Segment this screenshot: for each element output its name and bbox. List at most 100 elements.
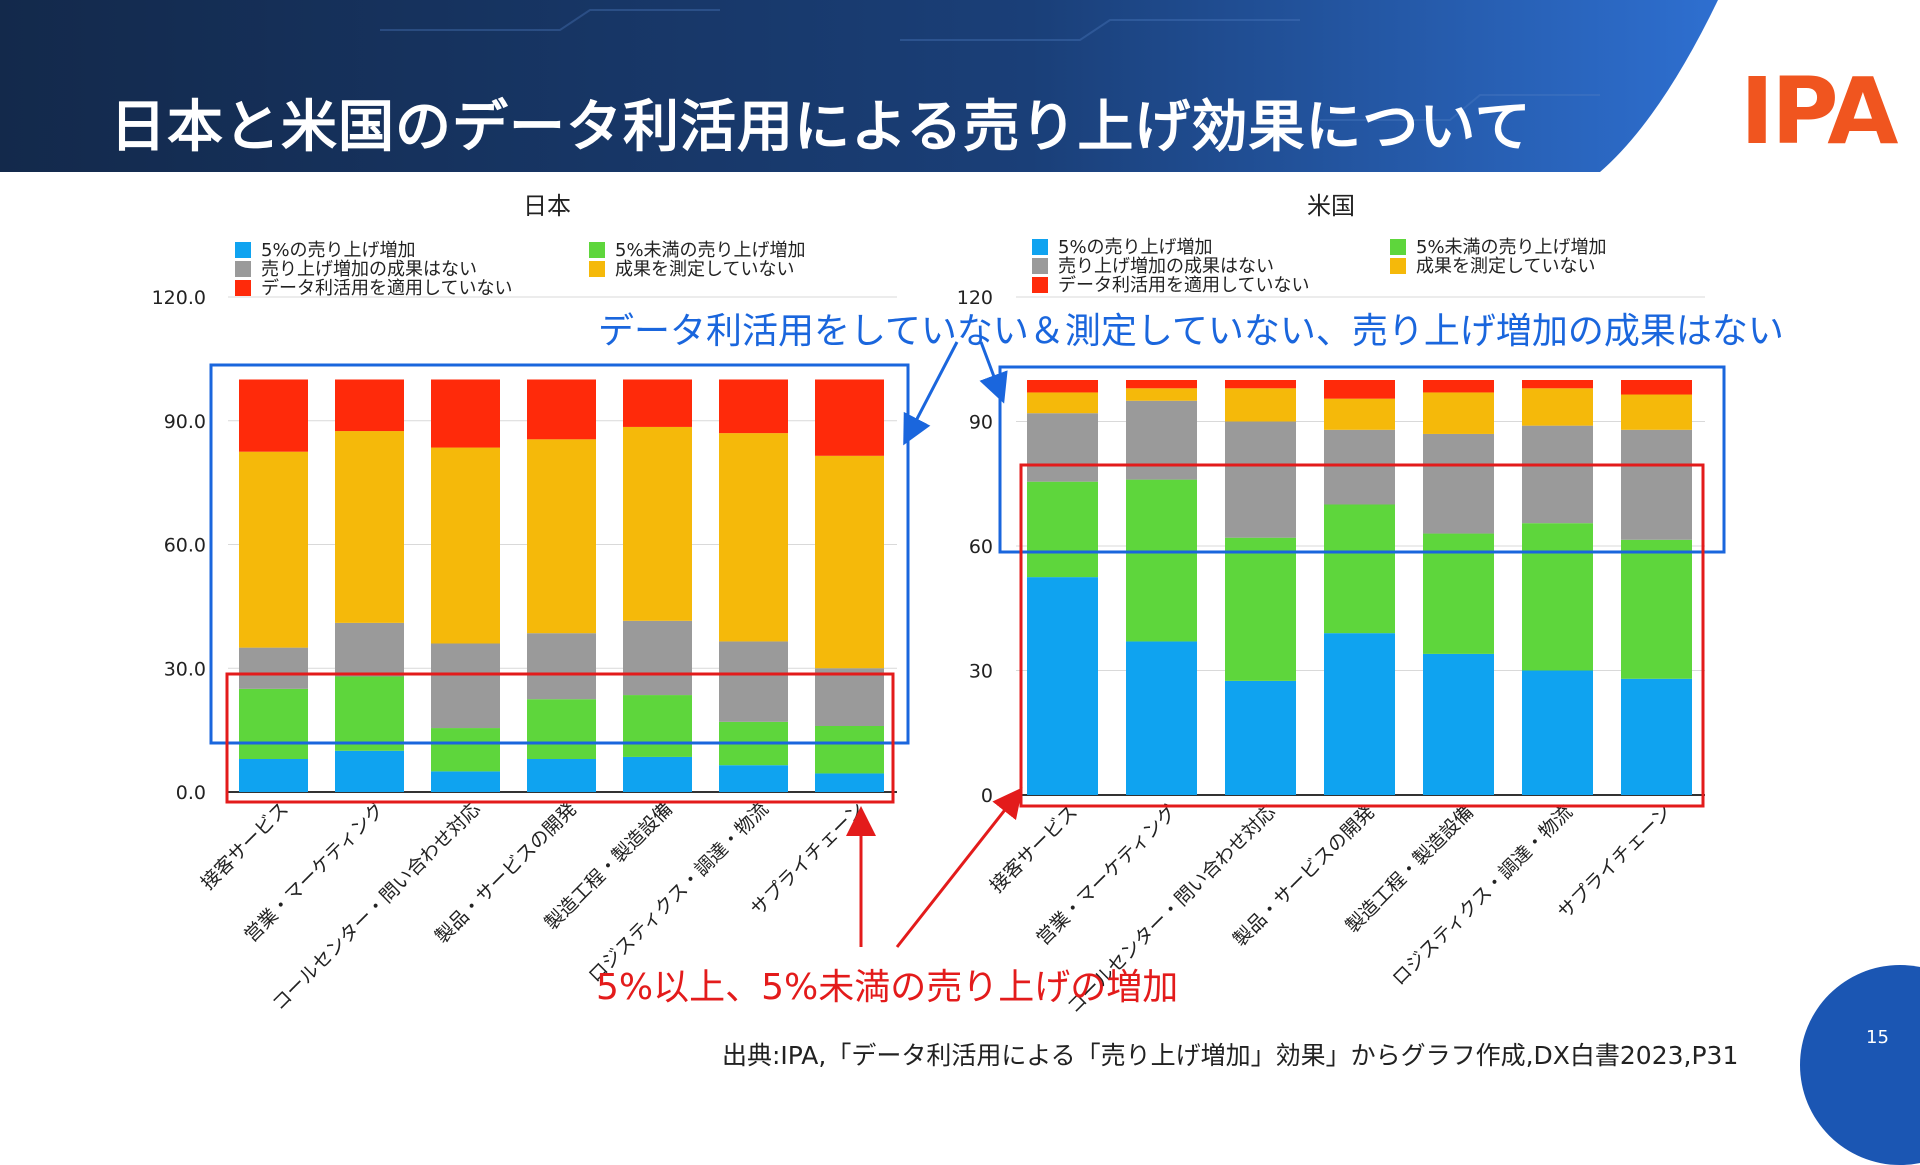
bar-us-cat5-series1 [1423,653,1494,795]
bar-jp-cat2-series3 [335,622,404,677]
legend-swatch [1032,258,1048,274]
category-label-jp: 接客サービス [197,798,293,894]
bar-us-cat4-series4 [1324,398,1395,430]
bar-us-cat5-series4 [1423,392,1494,434]
y-tick-label-jp: 0.0 [176,782,206,804]
bar-jp-cat3-series5 [431,379,500,448]
y-tick-label-us: 90 [969,412,993,434]
page-number: 15 [1866,1027,1889,1048]
legend-swatch [1390,258,1406,274]
bar-jp-cat2-series2 [335,676,404,751]
bar-jp-cat7-series4 [815,455,884,669]
y-tick-label-us: 120 [957,287,993,309]
legend-jp-item-4: 成果を測定していない [589,255,794,281]
bar-us-cat4-series5 [1324,380,1395,399]
y-tick-label-jp: 90.0 [164,411,206,433]
bar-jp-cat2-series1 [335,750,404,792]
legend-us-item-2: 5%未満の売り上げ増加 [1390,233,1607,259]
bar-us-cat4-series3 [1324,429,1395,505]
bar-us-cat7-series3 [1621,429,1692,540]
highlight-box-red-us [1019,463,1705,808]
legend-swatch [235,280,251,296]
chart-title-usa: 米国 [1307,192,1355,220]
bar-jp-cat1-series1 [239,759,308,792]
bar-jp-cat1-series5 [239,379,308,452]
bar-us-cat4-series2 [1324,504,1395,634]
legend-jp-item-5: データ利活用を適用していない [235,274,512,300]
bar-us-cat1-series3 [1027,413,1098,482]
bar-jp-cat5-series2 [623,695,692,757]
bar-jp-cat5-series4 [623,426,692,621]
bar-jp-cat7-series5 [815,379,884,456]
bar-us-cat6-series1 [1522,670,1593,795]
arrow-red-diagonal [895,787,1023,948]
bar-jp-cat4-series1 [527,759,596,792]
legend-label: データ利活用を適用していない [1058,275,1310,296]
legend-label: 売り上げ増加の成果はない [1058,256,1274,277]
bar-jp-cat6-series4 [719,433,788,642]
bar-jp-cat1-series4 [239,451,308,648]
bar-us-cat2-series4 [1126,388,1197,401]
bar-jp-cat6-series3 [719,641,788,722]
y-tick-label-jp: 30.0 [164,658,206,680]
bar-us-cat4-series1 [1324,633,1395,795]
charts-canvas: 0.030.060.090.0120.0接客サービス営業・マーケティングコールセ… [152,287,1726,1018]
slide-title: 日本と米国のデータ利活用による売り上げ効果について [110,95,1532,160]
legend-swatch [235,242,251,258]
legend-swatch [1032,277,1048,293]
highlight-box-blue-jp [209,363,910,745]
bar-us-cat7-series1 [1621,678,1692,795]
bar-us-cat3-series5 [1225,380,1296,389]
bar-us-cat5-series2 [1423,533,1494,654]
bar-us-cat6-series3 [1522,425,1593,524]
bar-us-cat5-series3 [1423,433,1494,534]
annotation-blue-text: データ利活用をしていない＆測定していない、売り上げ増加の成果はない [598,311,1784,352]
legend-swatch [589,261,605,277]
highlight-box-blue-us [998,365,1726,554]
bar-jp-cat3-series1 [431,771,500,792]
annotation-red-text: 5%以上、5%未満の売り上げの増加 [596,967,1179,1008]
bar-us-cat6-series5 [1522,380,1593,389]
legend-us-item-5: データ利活用を適用していない [1032,271,1309,297]
bar-jp-cat5-series5 [623,379,692,427]
legend-jp-item-3: 売り上げ増加の成果はない [235,255,477,281]
bar-jp-cat7-series2 [815,726,884,774]
legend-label: 成果を測定していない [615,259,795,280]
y-tick-label-us: 60 [969,536,993,558]
legend-swatch [589,242,605,258]
bar-jp-cat3-series3 [431,643,500,729]
source-citation: 出典:IPA,「データ利活用による「売り上げ増加」効果」からグラフ作成,DX白書… [722,1041,1739,1070]
bar-jp-cat2-series5 [335,379,404,432]
bar-us-cat3-series1 [1225,680,1296,795]
legend-label: 売り上げ増加の成果はない [261,259,477,280]
bar-us-cat6-series4 [1522,388,1593,426]
bar-us-cat2-series3 [1126,400,1197,480]
legend-label: 5%の売り上げ増加 [1058,237,1213,258]
legend-swatch [1390,239,1406,255]
legend-label: 5%未満の売り上げ増加 [615,240,806,261]
chart-title-japan: 日本 [523,192,571,220]
bar-us-cat1-series5 [1027,380,1098,393]
y-tick-label-us: 30 [969,661,993,683]
bar-us-cat7-series2 [1621,539,1692,679]
bar-us-cat5-series5 [1423,380,1494,393]
bar-us-cat3-series2 [1225,537,1296,681]
legend-label: 5%未満の売り上げ増加 [1416,237,1607,258]
legend-jp-item-2: 5%未満の売り上げ増加 [589,236,806,262]
bar-us-cat2-series2 [1126,479,1197,642]
bar-jp-cat2-series4 [335,431,404,623]
legend-swatch [1032,239,1048,255]
category-label-us: ロジスティクス・調達・物流 [1388,801,1577,990]
legend-swatch [235,261,251,277]
bar-jp-cat6-series1 [719,765,788,792]
bar-jp-cat7-series3 [815,668,884,726]
bar-us-cat7-series4 [1621,394,1692,430]
bar-jp-cat4-series4 [527,439,596,634]
bar-us-cat1-series1 [1027,577,1098,795]
bar-us-cat3-series4 [1225,388,1296,422]
bar-jp-cat3-series2 [431,728,500,772]
bar-us-cat7-series5 [1621,380,1692,395]
y-tick-label-jp: 120.0 [152,287,206,309]
bar-jp-cat1-series3 [239,647,308,689]
bar-jp-cat4-series3 [527,633,596,700]
